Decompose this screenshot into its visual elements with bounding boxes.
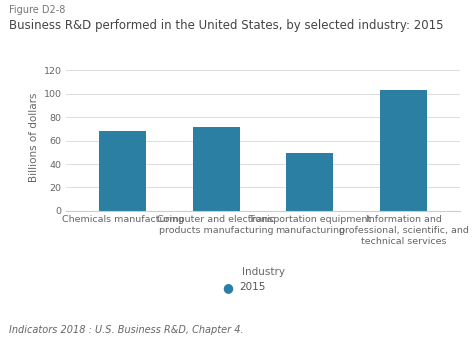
Y-axis label: Billions of dollars: Billions of dollars — [29, 93, 39, 183]
Text: Figure D2-8: Figure D2-8 — [9, 5, 66, 15]
Text: Industry: Industry — [242, 267, 284, 277]
Text: 2015: 2015 — [239, 282, 266, 292]
Text: Business R&D performed in the United States, by selected industry: 2015: Business R&D performed in the United Sta… — [9, 19, 444, 32]
Bar — [193, 126, 240, 211]
Bar — [99, 131, 146, 211]
Text: Indicators 2018 : U.S. Business R&D, Chapter 4.: Indicators 2018 : U.S. Business R&D, Cha… — [9, 325, 244, 335]
Bar — [380, 90, 427, 211]
Text: ●: ● — [222, 281, 233, 294]
Bar — [286, 153, 333, 211]
